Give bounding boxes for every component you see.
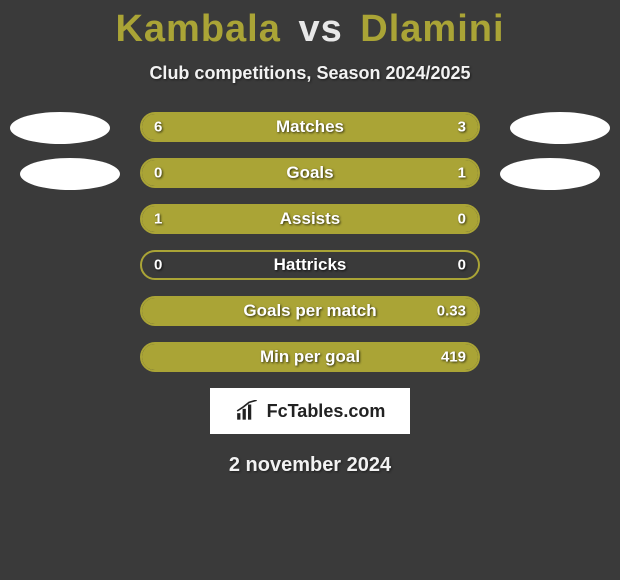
brand-chart-icon: [235, 400, 261, 422]
footer-date: 2 november 2024: [0, 454, 620, 477]
bar-left: [142, 160, 202, 186]
brand-badge: FcTables.com: [210, 388, 410, 434]
stat-row: 0 0 Hattricks: [140, 250, 480, 280]
player1-avatar-top: [10, 112, 110, 144]
value-left: 1: [154, 211, 162, 228]
value-right: 419: [441, 349, 466, 366]
stat-row: 419 Min per goal: [140, 342, 480, 372]
value-left: 6: [154, 119, 162, 136]
bar-left: [142, 206, 404, 232]
player1-avatar-bottom: [20, 158, 120, 190]
brand-text: FcTables.com: [267, 401, 386, 422]
value-right: 0.33: [437, 303, 466, 320]
stat-row: 0 1 Goals: [140, 158, 480, 188]
value-left: 0: [154, 165, 162, 182]
player2-avatar-top: [510, 112, 610, 144]
stat-label: Matches: [276, 117, 344, 137]
player1-name: Kambala: [115, 8, 280, 50]
stat-label: Assists: [280, 209, 340, 229]
value-right: 0: [458, 211, 466, 228]
bar-right: [404, 206, 478, 232]
stat-row: 1 0 Assists: [140, 204, 480, 234]
vs-text: vs: [298, 8, 342, 50]
stat-label: Min per goal: [260, 347, 360, 367]
value-left: 0: [154, 257, 162, 274]
stat-label: Goals per match: [243, 301, 376, 321]
stat-row: 0.33 Goals per match: [140, 296, 480, 326]
stat-label: Goals: [286, 163, 333, 183]
value-right: 0: [458, 257, 466, 274]
comparison-chart: 6 3 Matches 0 1 Goals 1 0 Assists 0 0 Hattricks 0.33…: [0, 112, 620, 372]
stat-label: Hattricks: [274, 255, 347, 275]
player2-avatar-bottom: [500, 158, 600, 190]
stat-row: 6 3 Matches: [140, 112, 480, 142]
bar-left: [142, 298, 176, 324]
bar-right: [202, 160, 478, 186]
value-right: 1: [458, 165, 466, 182]
subtitle: Club competitions, Season 2024/2025: [0, 63, 620, 84]
player2-name: Dlamini: [360, 8, 504, 50]
page-title: Kambala vs Dlamini: [0, 0, 620, 51]
bar-left: [142, 344, 176, 370]
value-right: 3: [458, 119, 466, 136]
stat-rows-container: 6 3 Matches 0 1 Goals 1 0 Assists 0 0 Hattricks 0.33…: [0, 112, 620, 372]
